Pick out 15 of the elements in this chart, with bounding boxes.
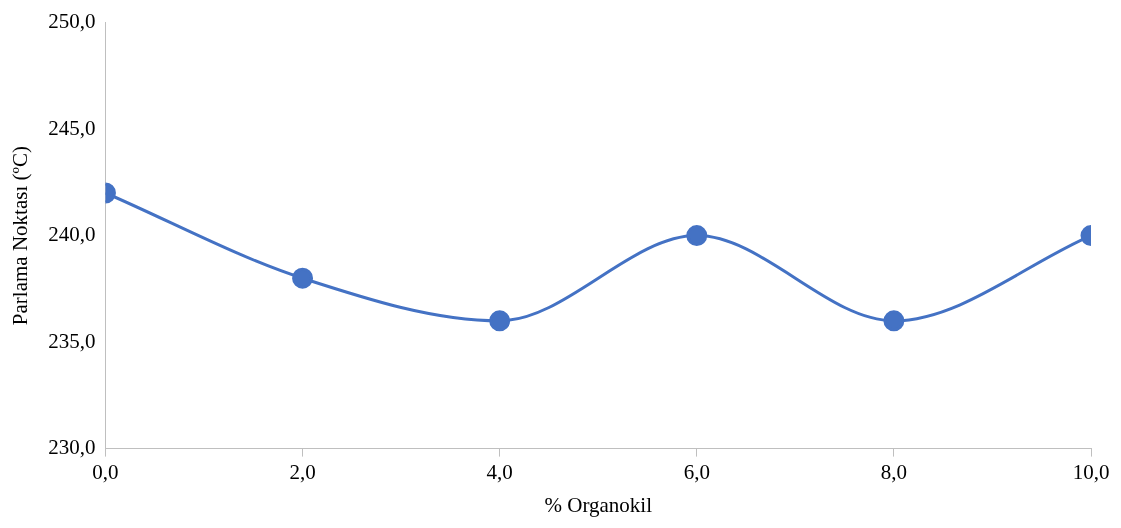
point xyxy=(686,225,708,247)
y-axis-title: Parlama Noktası (ºC) xyxy=(8,146,33,326)
y-tick-label: 235,0 xyxy=(48,328,96,353)
y-tick-label: 245,0 xyxy=(48,115,96,140)
x-tick-label: 0,0 xyxy=(92,459,119,484)
x-tick-label: 6,0 xyxy=(683,459,710,484)
y-tick-label: 240,0 xyxy=(48,222,96,247)
point xyxy=(489,310,511,332)
y-tick-label: 250,0 xyxy=(48,9,96,34)
x-axis-title: % Organokil xyxy=(544,492,653,517)
x-tick-label: 4,0 xyxy=(486,459,513,484)
y-tick-label: 230,0 xyxy=(48,435,96,460)
x-tick-label: 10,0 xyxy=(1072,459,1110,484)
x-tick-label: 2,0 xyxy=(289,459,316,484)
x-tick-label: 8,0 xyxy=(880,459,908,484)
